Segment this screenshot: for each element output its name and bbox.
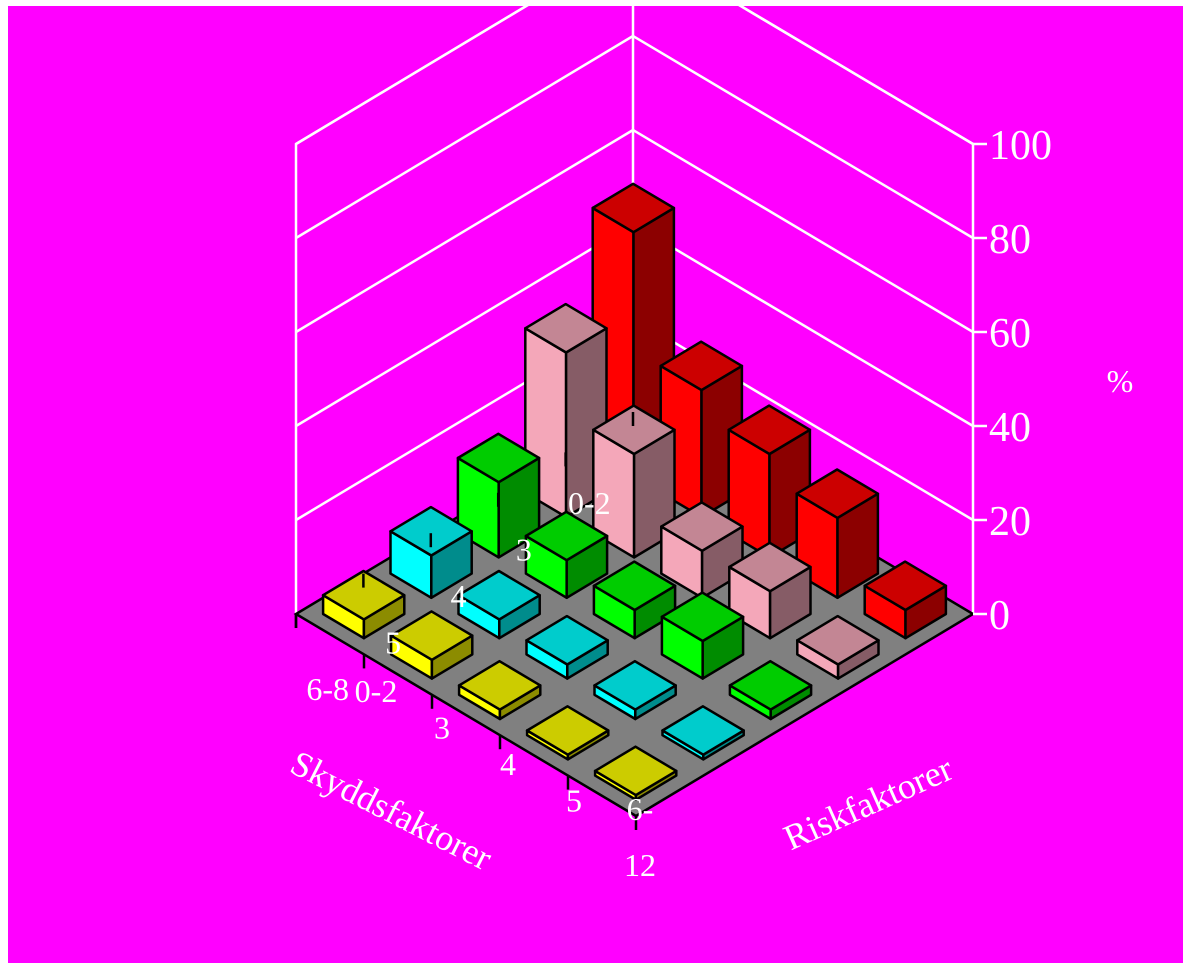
bar-5-4 [525,614,609,680]
z-tick-label: 100 [989,123,1052,169]
bar-3-5 [728,541,812,640]
bar-4-5 [660,591,745,680]
category-tick-label: 0-2 [355,673,398,709]
bar-top-face [592,404,676,456]
bar-5-5 [593,659,677,721]
bar-6-8-6-12 [593,745,678,802]
bar-top-face [863,560,948,612]
bar-top-face [727,404,812,456]
bar-6-8-3 [389,610,474,680]
bar-top-face [660,591,745,643]
bar-4-6-12 [728,659,813,721]
bar-top-face [525,614,609,666]
bar-4-4 [592,560,677,640]
category-axis-title: Riskfaktorer [778,748,959,858]
bar-top-face [728,541,812,593]
bar-3-3 [592,404,676,559]
bar-5-0-2 [389,505,473,600]
bar-top-face [457,569,541,621]
category-tick-label-line: 6- [627,791,654,827]
category-tick-label: 5 [566,782,582,818]
bar-top-face [321,569,406,621]
gridline [295,6,974,146]
bar-top-face [796,614,880,666]
bar-top-face [659,340,744,392]
category-tick-label-line: 12 [624,847,656,883]
bar-6-8-0-2 [321,569,406,640]
series-axis-title: Skyddsfaktorer [284,743,498,879]
z-tick-label: 60 [989,311,1031,357]
bar-top-face [592,560,677,612]
bar-top-face [795,468,880,520]
wall-outline [294,6,975,614]
chart-frame: 0 20 40 60 80 100 0-2 3 4 5 6-8 0-2 3 4 5 6-12 Skyddsfak… [8,6,1183,963]
gridline [295,34,974,240]
z-tick-label: 20 [989,499,1031,545]
bar-6-8-5 [525,705,610,761]
series-tick-label: 4 [451,578,467,614]
chart-bars [321,182,948,802]
bar-5-3 [457,569,541,640]
bar-5-6-12 [661,705,745,761]
bar-top-face [389,610,474,662]
z-tick-label: 80 [989,217,1031,263]
bar-top-face [660,501,744,553]
bar-0-2-3 [659,340,744,519]
z-tick-label: 0 [989,593,1010,639]
bar-4-3 [524,510,609,600]
z-axis-title: % [1107,363,1134,399]
gridline [295,128,974,334]
category-tick-label: 6- 12 [624,791,656,883]
series-tick-label: 5 [385,624,401,660]
bar-0-2-6-12 [863,560,948,640]
bar-top-face [389,505,473,557]
bar-6-8-4 [457,659,542,721]
bar-top-face [728,659,813,711]
bar-top-face [524,510,609,562]
series-tick-label: 3 [516,532,532,568]
bar-4-0-2 [456,432,541,559]
bar-3-6-12 [796,614,880,680]
bar-top-face [593,659,677,711]
bar-top-face [591,182,676,234]
bar-top-face [524,302,608,354]
category-tick-label: 4 [500,746,516,782]
series-tick-label: 0-2 [568,485,611,521]
category-tick-label: 3 [434,710,450,746]
bar-top-face [457,659,542,711]
bar-top-face [593,745,678,797]
series-tick-label: 6-8 [306,671,349,707]
bar-top-face [661,705,745,756]
bar-top-face [525,705,610,756]
z-tick-label: 40 [989,405,1031,451]
bar-3-4 [660,501,744,600]
bar-top-face [456,432,541,484]
